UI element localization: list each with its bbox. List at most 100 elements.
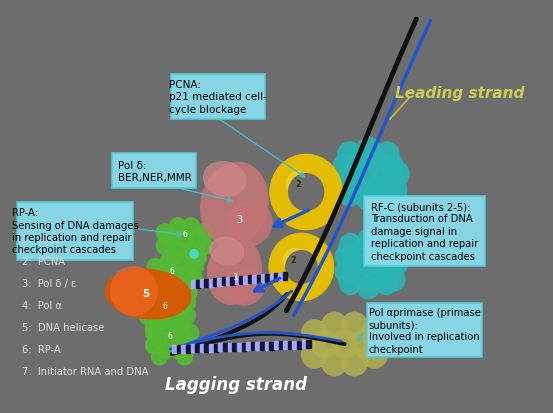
Circle shape [339, 233, 362, 258]
Circle shape [301, 340, 328, 369]
Bar [228, 343, 232, 351]
Bar [208, 279, 213, 287]
Bar [248, 275, 252, 284]
Ellipse shape [207, 238, 262, 305]
Text: 6: 6 [182, 230, 187, 239]
Bar [274, 273, 278, 281]
Bar [302, 340, 306, 349]
Bar [231, 277, 234, 285]
Text: 5:  DNA helicase: 5: DNA helicase [22, 322, 104, 332]
Circle shape [341, 162, 366, 188]
Circle shape [357, 229, 380, 254]
Bar [213, 278, 217, 287]
Circle shape [156, 237, 174, 255]
Bar [283, 341, 288, 349]
Bar [274, 342, 278, 349]
Text: 1:  RF-C: 1: RF-C [22, 235, 61, 244]
Bar [255, 342, 260, 350]
Bar [269, 342, 274, 350]
Bar [226, 278, 231, 285]
Circle shape [170, 319, 187, 337]
Circle shape [179, 284, 197, 302]
Circle shape [162, 249, 180, 267]
Circle shape [383, 178, 407, 204]
Bar [186, 345, 190, 353]
Circle shape [152, 312, 170, 331]
Circle shape [356, 186, 380, 211]
Circle shape [172, 300, 190, 318]
Circle shape [165, 312, 183, 331]
Circle shape [356, 138, 380, 164]
Bar [288, 341, 292, 349]
Circle shape [385, 162, 410, 188]
Bar [191, 344, 195, 352]
Bar [239, 276, 243, 284]
Bar [214, 344, 218, 351]
Circle shape [178, 306, 196, 325]
Circle shape [152, 288, 170, 306]
Text: 4: 4 [384, 337, 391, 347]
Circle shape [159, 277, 177, 296]
Circle shape [153, 284, 170, 302]
Bar [297, 341, 301, 349]
Circle shape [361, 320, 388, 348]
Circle shape [172, 318, 190, 337]
Circle shape [158, 300, 176, 318]
FancyBboxPatch shape [17, 202, 133, 260]
Circle shape [321, 348, 348, 376]
Bar [293, 341, 297, 349]
Circle shape [351, 330, 378, 358]
Circle shape [139, 306, 156, 325]
Bar [217, 278, 222, 286]
Circle shape [176, 348, 193, 366]
Bar [279, 341, 283, 349]
Text: 6: 6 [163, 302, 168, 311]
Circle shape [384, 252, 408, 277]
Circle shape [379, 154, 404, 179]
Circle shape [284, 249, 306, 273]
Circle shape [178, 293, 196, 312]
Circle shape [337, 142, 362, 168]
Text: Pol αprimase (primase
subunits):
Involved in replication
checkpoint: Pol αprimase (primase subunits): Involve… [368, 307, 481, 354]
Bar [243, 276, 248, 284]
FancyBboxPatch shape [171, 74, 265, 120]
Circle shape [139, 293, 156, 312]
Circle shape [186, 271, 204, 290]
Circle shape [169, 218, 187, 237]
Circle shape [151, 330, 168, 348]
Circle shape [374, 233, 398, 258]
Circle shape [349, 266, 373, 290]
Circle shape [179, 265, 197, 284]
Circle shape [349, 239, 373, 263]
Text: Pol δ:
BER,NER,MMR: Pol δ: BER,NER,MMR [118, 160, 191, 183]
Circle shape [379, 244, 402, 269]
Circle shape [286, 172, 311, 198]
Circle shape [364, 239, 388, 263]
Bar [269, 274, 274, 282]
Circle shape [145, 324, 162, 342]
Circle shape [159, 253, 177, 271]
Circle shape [364, 266, 388, 290]
Circle shape [333, 154, 358, 179]
Circle shape [176, 230, 194, 249]
Bar [257, 275, 261, 283]
Text: 2: 2 [291, 256, 296, 265]
Circle shape [173, 277, 191, 296]
Circle shape [169, 242, 187, 261]
Circle shape [145, 337, 162, 354]
Circle shape [182, 337, 199, 354]
Circle shape [311, 330, 338, 358]
Circle shape [170, 342, 187, 359]
Circle shape [110, 266, 158, 316]
Circle shape [342, 252, 366, 277]
Circle shape [337, 181, 362, 207]
Bar [306, 340, 311, 348]
Circle shape [379, 170, 404, 195]
Bar [261, 275, 265, 282]
Circle shape [147, 271, 164, 290]
Bar [235, 277, 239, 285]
Bar [195, 344, 200, 352]
Ellipse shape [200, 163, 268, 247]
Circle shape [147, 259, 164, 277]
Circle shape [145, 300, 163, 318]
